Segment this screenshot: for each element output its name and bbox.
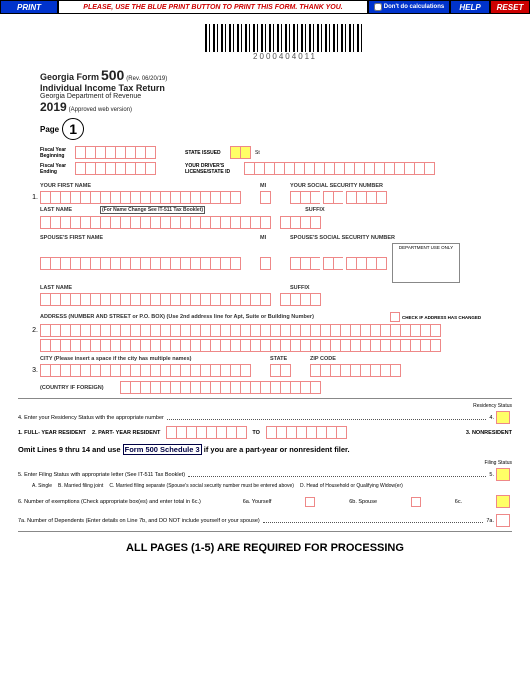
spouse-first-input[interactable] (40, 257, 260, 270)
residency-input[interactable] (496, 411, 510, 424)
state-input[interactable] (270, 364, 310, 377)
spouse-suffix-input[interactable] (280, 293, 320, 306)
address-changed-check[interactable]: CHECK IF ADDRESS HAS CHANGED (388, 312, 481, 322)
nonresident-label: 3. NONRESIDENT (466, 430, 512, 436)
spouse-last-input[interactable] (40, 293, 270, 306)
part-year-from-input[interactable] (166, 426, 246, 439)
mi-input[interactable] (260, 191, 290, 204)
line-6-text: 6. Number of exemptions (Check appropria… (18, 499, 201, 505)
residency-status-label: Residency Status (18, 403, 512, 409)
exemption-total-input[interactable] (496, 495, 510, 508)
full-year-label: 1. FULL- YEAR RESIDENT (18, 430, 86, 436)
filing-status-label: Filing Status (18, 460, 512, 466)
state-issued-label: STATE ISSUED (185, 150, 227, 156)
help-button[interactable]: HELP (450, 0, 490, 14)
ssn-input[interactable] (290, 191, 386, 204)
print-warning: PLEASE, USE THE BLUE PRINT BUTTON TO PRI… (58, 0, 368, 14)
dont-calc-toggle[interactable]: Don't do calculations (368, 0, 450, 14)
dependents-input[interactable] (496, 514, 510, 527)
address-line1-input[interactable] (40, 324, 440, 337)
exemption-spouse-check[interactable] (411, 497, 421, 507)
dont-calc-checkbox[interactable] (374, 3, 382, 11)
fy-begin-input[interactable] (75, 146, 155, 159)
fy-begin-label: Fiscal Year Beginning (40, 147, 72, 159)
line-4-text: 4. Enter your Residency Status with the … (18, 415, 164, 421)
exemption-yourself-check[interactable] (305, 497, 315, 507)
part-year-label: 2. PART- YEAR RESIDENT (92, 430, 160, 436)
reset-button[interactable]: RESET (490, 0, 530, 14)
line-5-text: 5. Enter Filing Status with appropriate … (18, 472, 185, 478)
footer-text: ALL PAGES (1-5) ARE REQUIRED FOR PROCESS… (18, 542, 512, 554)
page-indicator: Page1 (40, 118, 84, 140)
spouse-ssn-input[interactable] (290, 257, 386, 270)
barcode: 2000404011 (58, 24, 512, 61)
state-issued-input[interactable] (230, 146, 250, 159)
line-2: 2. (28, 327, 40, 334)
line-7a-text: 7a. Number of Dependents (Enter details … (18, 518, 260, 524)
dept-use-only: DEPARTMENT USE ONLY (392, 243, 460, 283)
fy-end-label: Fiscal Year Ending (40, 163, 72, 175)
filing-status-input[interactable] (496, 468, 510, 481)
part-year-to-input[interactable] (266, 426, 346, 439)
barcode-number: 2000404011 (58, 52, 512, 61)
fy-end-input[interactable] (75, 162, 155, 175)
city-input[interactable] (40, 364, 270, 377)
dl-input[interactable] (244, 162, 434, 175)
suffix-input[interactable] (280, 216, 320, 229)
line-1: 1. (28, 194, 40, 201)
zip-input[interactable] (310, 364, 400, 377)
address-line2-input[interactable] (40, 339, 440, 352)
first-name-input[interactable] (40, 191, 260, 204)
dl-label: YOUR DRIVER'S LICENSE/STATE ID (185, 163, 241, 175)
form-title: Georgia Form 500 (Rev. 06/20/19) Individ… (40, 67, 512, 114)
line-3: 3. (28, 367, 40, 374)
last-name-input[interactable] (40, 216, 270, 229)
omit-instruction: Omit Lines 9 thru 14 and use Form 500 Sc… (18, 445, 512, 454)
spouse-mi-input[interactable] (260, 257, 290, 270)
print-button[interactable]: PRINT (0, 0, 58, 14)
country-input[interactable] (120, 381, 320, 394)
